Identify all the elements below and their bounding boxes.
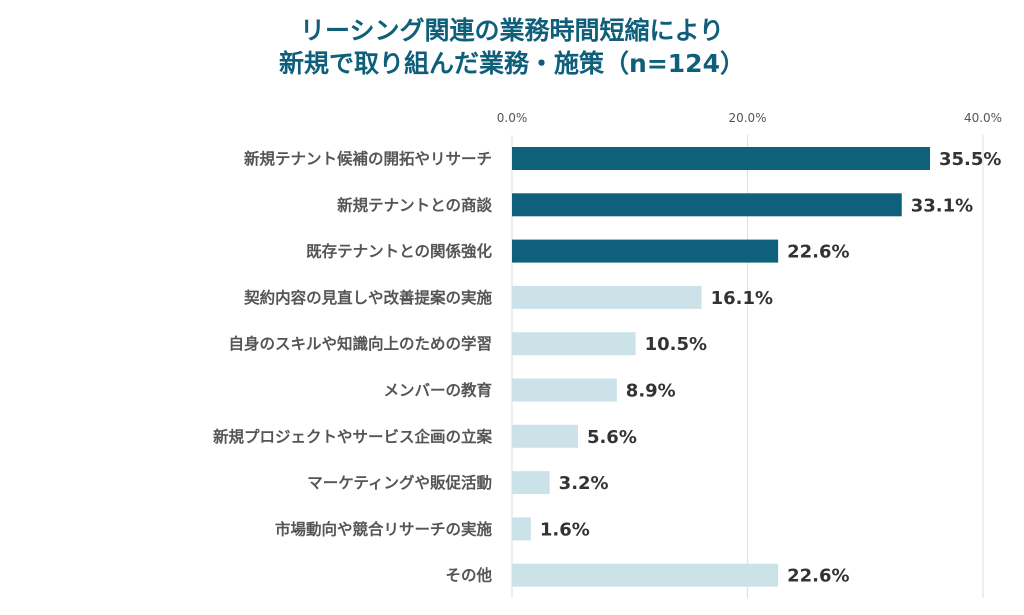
category-label: 新規テナント候補の開拓やリサーチ — [244, 149, 492, 168]
bar — [512, 378, 617, 402]
category-label: 新規テナントとの商談 — [337, 195, 492, 214]
value-labels: 35.5% 33.1% 22.6% 16.1% 10.5% 8.9% 5.6% 3.2% 1.6… — [540, 149, 1002, 587]
x-axis-tick-labels: 0.0% 20.0% 40.0% — [497, 111, 1002, 125]
chart-title-line-1: リーシング関連の業務時間短縮により — [299, 16, 724, 45]
value-label: 16.1% — [711, 288, 773, 309]
bar — [512, 239, 779, 263]
x-tick-label: 0.0% — [497, 111, 528, 125]
bar — [512, 332, 636, 356]
x-tick-label: 20.0% — [728, 111, 766, 125]
value-label: 35.5% — [939, 149, 1001, 170]
bar — [512, 285, 702, 309]
value-label: 3.2% — [559, 473, 609, 494]
value-label: 22.6% — [787, 242, 849, 263]
bar — [512, 517, 531, 541]
value-label: 1.6% — [540, 519, 590, 540]
category-label: 自身のスキルや知識向上のための学習 — [228, 334, 492, 353]
category-label: 契約内容の見直しや改善提案の実施 — [243, 288, 492, 307]
value-label: 10.5% — [645, 334, 707, 355]
bar — [512, 424, 578, 448]
chart-title-line-2: 新規で取り組んだ業務・施策（n=124） — [279, 49, 745, 78]
bar — [512, 563, 779, 587]
category-label: 既存テナントとの関係強化 — [306, 242, 492, 261]
category-label: その他 — [445, 566, 492, 585]
category-labels: 新規テナント候補の開拓やリサーチ新規テナントとの商談既存テナントとの関係強化契約… — [213, 149, 493, 585]
bar — [512, 147, 931, 170]
value-label: 33.1% — [911, 195, 973, 216]
category-label: 市場動向や競合リサーチの実施 — [275, 519, 493, 538]
category-label: メンバーの教育 — [383, 381, 492, 400]
value-label: 5.6% — [587, 427, 637, 448]
chart-title: リーシング関連の業務時間短縮により 新規で取り組んだ業務・施策（n=124） — [0, 14, 1024, 80]
value-label: 22.6% — [787, 566, 849, 587]
bar — [512, 193, 902, 217]
category-label: マーケティングや販促活動 — [307, 473, 492, 492]
x-tick-label: 40.0% — [964, 111, 1002, 125]
bars — [512, 147, 931, 587]
bar — [512, 471, 550, 495]
value-label: 8.9% — [626, 381, 676, 402]
category-label: 新規プロジェクトやサービス企画の立案 — [213, 427, 493, 446]
